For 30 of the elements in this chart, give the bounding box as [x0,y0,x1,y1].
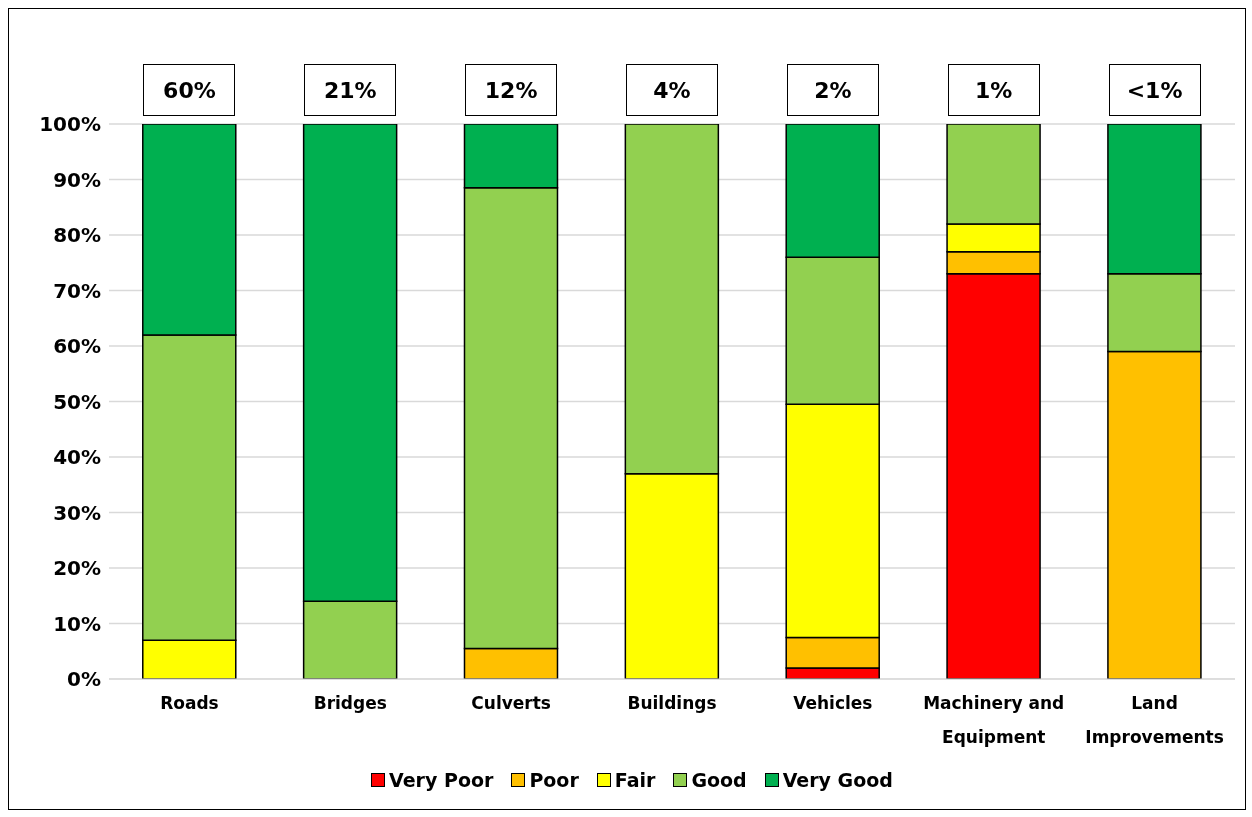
text: 12% [465,64,558,116]
x-tick-label: Buildings [627,693,717,713]
y-tick-label: 10% [53,611,101,636]
legend-label: Good [690,769,747,791]
x-tick-label: Culverts [471,693,551,713]
x-tick-label: Land Improvements [1085,693,1224,747]
text: 60% [143,64,236,116]
x-tick-label: Machinery and Equipment [923,693,1065,747]
legend-label: Fair [613,769,656,791]
text: 1% [947,64,1040,116]
legend-label: Very Good [781,769,893,791]
y-tick-label: 50% [53,389,101,414]
x-tick-label: Vehicles [793,693,873,713]
text: 21% [304,64,397,116]
y-tick-label: 70% [53,278,101,303]
y-tick-label: 100% [39,112,101,137]
x-tick-label: Roads [160,693,219,713]
text: <1% [1108,64,1201,116]
legend-label: Very Poor [388,769,494,791]
y-tick-label: 60% [53,334,101,359]
y-tick-label: 30% [53,500,101,525]
y-tick-label: 80% [53,223,101,248]
x-tick-label: Bridges [313,693,387,713]
legend-label: Poor [528,769,579,791]
text: 2% [786,64,879,116]
y-tick-label: 40% [53,445,101,470]
y-tick-label: 20% [53,556,101,581]
y-tick-label: 0% [67,667,101,692]
y-tick-label: 90% [53,167,101,192]
text: 4% [626,64,718,116]
